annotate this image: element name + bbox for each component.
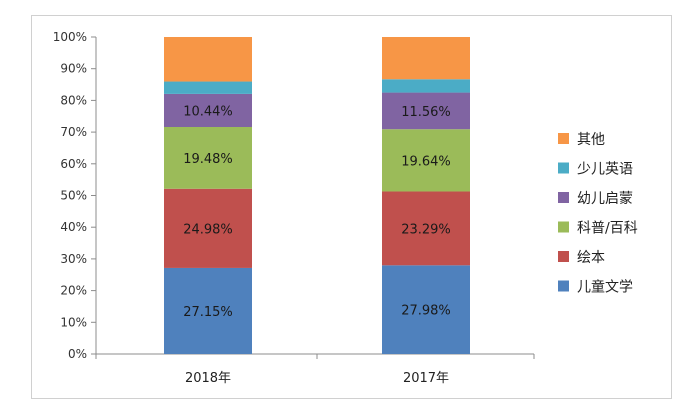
chart-frame: 0% 10% 20% 30% 40% 50% 60% 70% 80% 90% 100% 2018年 20… — [31, 15, 672, 399]
legend-swatch — [558, 251, 569, 262]
bar-2018年-儿童文学 — [164, 267, 252, 354]
bar-2017年-幼儿启蒙 — [382, 92, 470, 130]
bar-2018年-其他 — [164, 37, 252, 82]
y-tick-label: 30% — [60, 252, 87, 266]
bar-2018年-绘本 — [164, 188, 252, 268]
legend-label: 绘本 — [577, 250, 605, 266]
y-tick-label: 100% — [53, 30, 87, 44]
legend-label: 少儿英语 — [577, 161, 633, 178]
legend-swatch — [558, 192, 569, 203]
bar-2018年-少儿英语 — [164, 81, 252, 94]
y-tick-label: 40% — [60, 220, 87, 234]
legend-item-儿童文学: 儿童文学 — [558, 279, 633, 296]
legend-item-幼儿启蒙: 幼儿启蒙 — [558, 191, 633, 207]
data-label: 27.15% — [183, 305, 233, 320]
data-label: 11.56% — [401, 105, 451, 120]
bar-2017年-少儿英语 — [382, 79, 470, 93]
x-tick-label: 2018年 — [185, 371, 231, 386]
y-tick-label: 50% — [60, 189, 87, 203]
bar-2017年-科普-百科 — [382, 129, 470, 192]
bar-2017年-其他 — [382, 37, 470, 80]
data-label: 19.64% — [401, 154, 451, 169]
data-label: 23.29% — [401, 222, 451, 237]
bar-2017年-绘本 — [382, 191, 470, 266]
legend-label: 儿童文学 — [577, 279, 633, 296]
legend-label: 科普/百科 — [577, 221, 638, 237]
data-label: 19.48% — [183, 152, 233, 167]
y-tick-label: 10% — [60, 315, 87, 329]
stacked-bar-chart: 0% 10% 20% 30% 40% 50% 60% 70% 80% 90% 100% 2018年 20… — [53, 30, 638, 386]
legend-item-其他: 其他 — [558, 132, 605, 148]
legend-swatch — [558, 133, 569, 144]
legend-item-绘本: 绘本 — [558, 250, 605, 266]
legend-label: 其他 — [577, 132, 605, 148]
y-tick-label: 80% — [60, 93, 87, 107]
y-tick-label: 20% — [60, 284, 87, 298]
bars: 27.15% 24.98% 19.48% 10.44% 27.98% 23.29% 19.6… — [164, 37, 470, 354]
legend-item-少儿英语: 少儿英语 — [558, 161, 633, 178]
y-tick-label: 90% — [60, 62, 87, 76]
y-tick-label: 70% — [60, 125, 87, 139]
legend-swatch — [558, 280, 569, 292]
axes: 0% 10% 20% 30% 40% 50% 60% 70% 80% 90% 100% 2018年 20… — [53, 30, 535, 386]
legend-item-科普-百科: 科普/百科 — [558, 221, 638, 237]
data-label: 24.98% — [183, 222, 233, 237]
data-label: 27.98% — [401, 304, 451, 319]
legend-swatch — [558, 221, 569, 233]
legend-label: 幼儿启蒙 — [577, 191, 633, 207]
x-tick-label: 2017年 — [403, 371, 449, 386]
data-label: 10.44% — [183, 104, 233, 119]
bar-2018年-科普-百科 — [164, 126, 252, 189]
legend-swatch — [558, 162, 569, 174]
bar-2017年-儿童文学 — [382, 265, 470, 354]
bar-2018年-幼儿启蒙 — [164, 93, 252, 127]
y-tick-label: 0% — [68, 347, 87, 361]
y-tick-label: 60% — [60, 157, 87, 171]
